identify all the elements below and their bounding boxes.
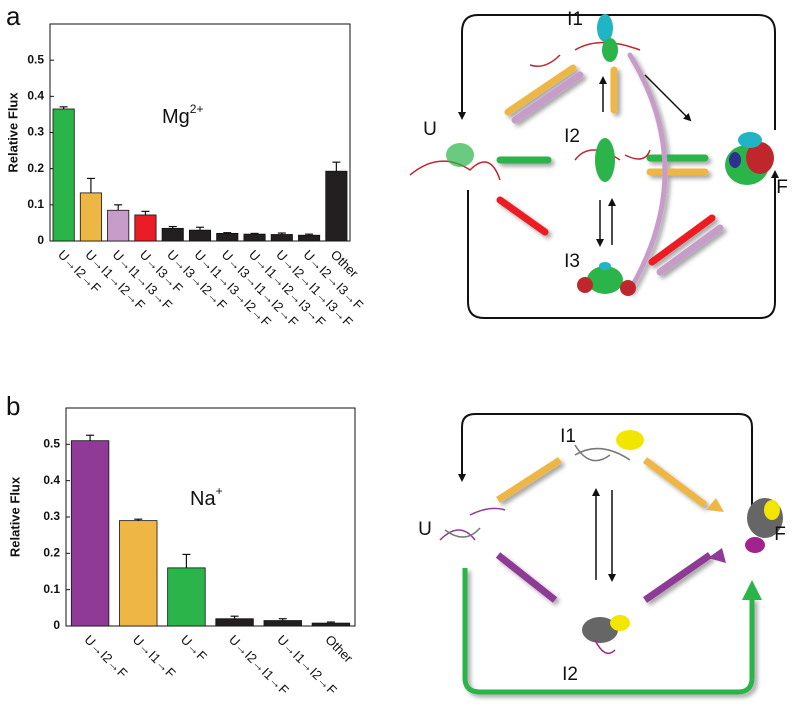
bar [79, 192, 102, 242]
y-tick-label: 0.3 [43, 509, 60, 523]
node-label: U [423, 119, 437, 140]
y-tick-label: 0.5 [43, 437, 60, 451]
annotation-sup: 2+ [190, 102, 204, 116]
y-tick-label: 0 [53, 618, 60, 632]
arrow [627, 52, 668, 293]
arrow [496, 457, 562, 503]
y-tick-label: 0 [37, 233, 44, 247]
bar [107, 209, 130, 242]
node-label: I2 [564, 126, 580, 147]
y-tick-label: 0.5 [27, 52, 44, 66]
panel-label: a [6, 1, 21, 31]
annotation: Mg2+ [162, 102, 203, 128]
bar [298, 234, 321, 242]
y-tick-label: 0.4 [27, 89, 44, 103]
y-axis-label: Relative Flux [7, 476, 22, 557]
annotation: Na+ [190, 484, 223, 510]
loop-arrow [458, 14, 776, 130]
annotation-text: Mg [162, 106, 190, 128]
arrow [642, 457, 708, 508]
bar [167, 567, 206, 627]
node-label: I3 [564, 251, 580, 272]
molecule [409, 14, 774, 296]
axes-frame [65, 407, 356, 627]
x-tick-label: U→I2→F [82, 632, 131, 681]
arrow-head [742, 580, 762, 600]
arrow-head [708, 548, 726, 563]
diagram-b [439, 413, 783, 695]
bar [161, 227, 184, 242]
x-tick-label: U→I1→F [130, 632, 179, 681]
loop-arrow [458, 413, 753, 515]
bar [216, 233, 239, 242]
node-label: I1 [567, 9, 583, 30]
y-tick-label: 0.4 [43, 473, 60, 487]
diagram-a [409, 14, 779, 319]
bar [270, 234, 293, 242]
arrow [644, 74, 692, 122]
node-label: F [776, 177, 788, 198]
bar [134, 214, 157, 242]
molecule [439, 430, 783, 655]
bar [215, 618, 254, 627]
arrow [511, 71, 584, 124]
x-tick-label: U→F [178, 632, 210, 664]
node-label: F [774, 524, 786, 545]
y-tick-label: 0.3 [27, 125, 44, 139]
y-tick-label: 0.1 [43, 582, 60, 596]
arrow [496, 196, 549, 236]
x-tick-label: Other [322, 632, 356, 666]
y-axis-label: Relative Flux [5, 92, 20, 173]
arrow [504, 64, 577, 116]
bar [188, 229, 212, 242]
bar [325, 170, 348, 242]
node-label: I1 [560, 426, 576, 447]
bar [70, 440, 110, 627]
y-tick-label: 0.2 [43, 546, 60, 560]
bar [311, 622, 351, 627]
bar [263, 620, 302, 627]
bar [119, 520, 158, 627]
y-tick-label: 0.2 [27, 161, 44, 175]
bar [52, 108, 75, 242]
bar [243, 233, 266, 242]
arrow-head [706, 498, 724, 512]
node-label: U [418, 519, 432, 540]
arrow [643, 552, 712, 603]
arrow [656, 224, 724, 276]
annotation-sup: + [216, 484, 223, 498]
loop-arrow [467, 170, 779, 319]
annotation-text: Na [190, 488, 216, 510]
arrow [495, 552, 558, 603]
y-tick-label: 0.1 [27, 197, 44, 211]
node-label: I2 [562, 664, 578, 685]
arrow [648, 214, 716, 266]
panel-label: b [6, 391, 20, 421]
